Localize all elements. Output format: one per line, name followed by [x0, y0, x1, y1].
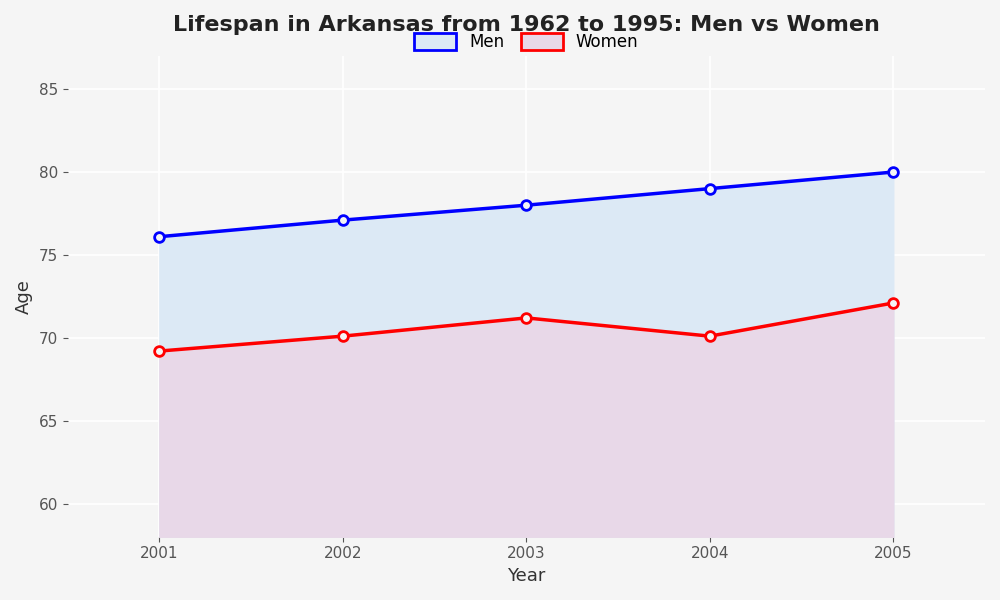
X-axis label: Year: Year	[507, 567, 546, 585]
Y-axis label: Age: Age	[15, 279, 33, 314]
Title: Lifespan in Arkansas from 1962 to 1995: Men vs Women: Lifespan in Arkansas from 1962 to 1995: …	[173, 15, 880, 35]
Legend: Men, Women: Men, Women	[407, 26, 645, 58]
